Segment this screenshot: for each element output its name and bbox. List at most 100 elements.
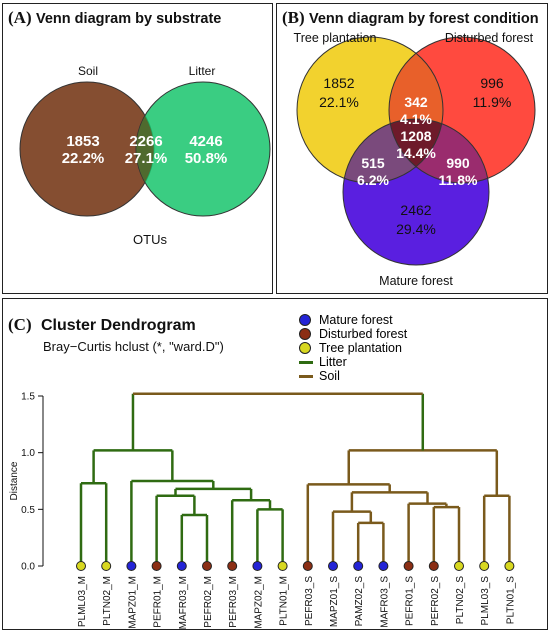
- y-tick-label: 0.5: [21, 505, 35, 516]
- tree-only-pct: 22.1%: [319, 94, 359, 110]
- legend-dot-disturbed-forest: [299, 328, 311, 340]
- venn-forest-panel: (B) Venn diagram by forest condition Tre…: [276, 3, 548, 294]
- leaf-label: PEFR01_S: [405, 576, 416, 626]
- disturbed-forest-set-label: Disturbed forest: [445, 31, 534, 45]
- litter-only-count: 4246: [189, 133, 222, 150]
- tree-mature-count: 515: [361, 155, 385, 171]
- mature-forest-set-label: Mature forest: [379, 274, 453, 288]
- legend-dot-mature-forest: [299, 314, 311, 326]
- shared-count: 2266: [129, 133, 162, 150]
- leaf-dot: [176, 561, 187, 571]
- dendrogram-title: Cluster Dendrogram: [41, 317, 196, 334]
- legend-label-tree-plantation: Tree plantation: [319, 341, 402, 355]
- tree-plantation-outline: [296, 36, 444, 184]
- venn-forest-svg: Tree plantation Disturbed forest Mature …: [294, 31, 536, 288]
- all-three-count: 1208: [400, 128, 431, 144]
- dendrogram-leaves: PLML03_M PLTN02_M MAPZ01_M PEFR01_M MAFR03_M…: [76, 561, 516, 629]
- leaf-label: PLTN01_S: [505, 576, 516, 625]
- dendrogram-panel: (C) Cluster Dendrogram Bray−Curtis hclus…: [2, 298, 548, 630]
- disturbed-forest-outline: [388, 36, 536, 184]
- mature-forest-outline: [342, 118, 490, 266]
- leaf-dot: [302, 561, 313, 571]
- litter-circle: [135, 81, 271, 217]
- leaf-label: MAFR03_S: [379, 576, 390, 628]
- leaf-label: PLTN01_M: [279, 576, 290, 626]
- legend-item-litter: Litter: [299, 355, 407, 369]
- disturbed-only-pct: 11.9%: [473, 94, 512, 110]
- leaf-dot: [353, 561, 364, 571]
- y-axis-label: Distance: [9, 461, 20, 500]
- leaf-dot: [479, 561, 490, 571]
- otus-label: OTUs: [133, 232, 167, 247]
- legend-label-litter: Litter: [319, 355, 347, 369]
- leaf-label: MAPZ01_M: [127, 576, 138, 629]
- dendrogram-subtitle: Bray−Curtis hclust (*, "ward.D"): [43, 339, 224, 354]
- leaf-label: PEFR02_S: [430, 576, 441, 626]
- legend-label-disturbed-forest: Disturbed forest: [319, 327, 408, 341]
- leaf-dot: [277, 561, 288, 571]
- y-tick-label: 1.0: [21, 448, 35, 459]
- leaf-dot: [328, 561, 338, 571]
- legend-item-mature-forest: Mature forest: [299, 313, 407, 327]
- panel-a-label: (A): [8, 8, 32, 27]
- leaf-label: MAPZ02_M: [253, 576, 264, 629]
- tree-disturbed-pct: 4.1%: [400, 111, 432, 127]
- legend-line-litter: [299, 360, 313, 364]
- leaf-label: PLML03_M: [77, 576, 88, 627]
- legend-label-soil: Soil: [319, 369, 340, 383]
- leaf-label: PAMZ02_S: [354, 576, 365, 627]
- legend-dot-tree-plantation: [299, 342, 311, 354]
- mature-only-count: 2462: [400, 202, 431, 218]
- leaf-label: PLTN02_S: [455, 576, 466, 625]
- tree-mature-pct: 6.2%: [357, 172, 389, 188]
- y-tick-label: 0.0: [21, 562, 35, 573]
- shared-pct: 27.1%: [125, 150, 168, 167]
- tree-only-count: 1852: [323, 75, 354, 91]
- leaf-label: PEFR03_S: [304, 576, 315, 626]
- litter-set-label: Litter: [189, 64, 216, 78]
- leaf-dot: [403, 561, 414, 571]
- legend-label-mature-forest: Mature forest: [319, 313, 393, 327]
- dendrogram-branches: [79, 392, 511, 566]
- soil-only-count: 1853: [66, 133, 99, 150]
- venn-substrate-svg: Soil Litter 1853 22.2% 2266 27.1% 4246 5…: [19, 64, 271, 247]
- panel-a-title: Venn diagram by substrate: [36, 11, 222, 27]
- soil-set-label: Soil: [78, 64, 98, 78]
- tree-plantation-set-label: Tree plantation: [294, 31, 377, 45]
- venn-substrate-panel: (A) Venn diagram by substrate Soil Litte…: [2, 3, 273, 294]
- leaf-label: PLML03_S: [480, 576, 491, 626]
- soil-only-pct: 22.2%: [62, 150, 105, 167]
- leaf-label: PLTN02_M: [102, 576, 113, 626]
- disturbed-mature-pct: 11.8%: [439, 172, 478, 188]
- litter-only-pct: 50.8%: [185, 150, 228, 167]
- soil-litter-overlap: [136, 116, 154, 182]
- leaf-dot: [227, 561, 238, 571]
- leaf-dot: [378, 561, 389, 571]
- legend-item-tree-plantation: Tree plantation: [299, 341, 407, 355]
- tree-disturbed-count: 342: [404, 94, 428, 110]
- y-axis: 0.0 0.5 1.0 1.5: [21, 392, 44, 573]
- leaf-label: PEFR01_M: [153, 576, 164, 628]
- leaf-dot: [202, 561, 212, 571]
- disturbed-only-count: 996: [480, 75, 504, 91]
- leaf-dot: [504, 561, 515, 571]
- panel-b-title: Venn diagram by forest condition: [309, 11, 539, 27]
- y-tick-label: 1.5: [21, 392, 35, 403]
- disturbed-mature-overlap: [389, 119, 489, 183]
- leaf-label: PEFR03_M: [228, 576, 239, 628]
- panel-b-label: (B): [282, 8, 305, 27]
- leaf-label: MAFR03_M: [178, 576, 189, 629]
- legend-item-soil: Soil: [299, 369, 407, 383]
- leaf-dot: [126, 561, 137, 571]
- leaf-dot: [101, 561, 112, 571]
- dendrogram-plot: Distance 0.0 0.5 1.0 1.5 PLML03_M PLTN02_M MA…: [9, 392, 516, 630]
- tree-mature-overlap: [343, 119, 443, 183]
- leaf-dot: [428, 561, 439, 571]
- panel-c-label: (C): [8, 315, 32, 334]
- leaf-dot: [454, 561, 464, 571]
- all-three-pct: 14.4%: [396, 145, 436, 161]
- leaf-dot: [151, 561, 162, 571]
- leaf-label: MAPZ01_S: [329, 576, 340, 627]
- disturbed-mature-count: 990: [446, 155, 470, 171]
- leaf-dot: [252, 561, 263, 571]
